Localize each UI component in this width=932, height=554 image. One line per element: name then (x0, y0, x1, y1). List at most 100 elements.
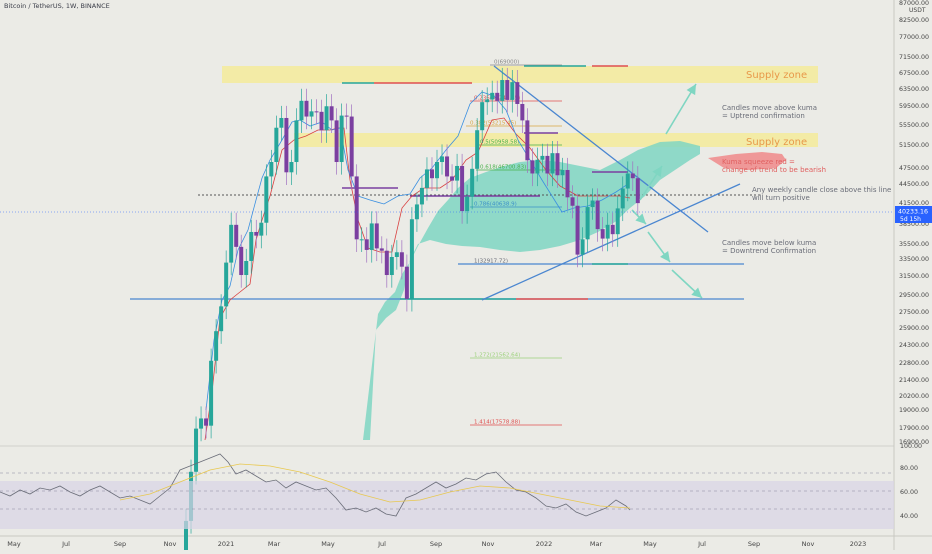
candle-body (274, 127, 279, 163)
candle-body (369, 223, 374, 250)
price-axis-tick: 87000.00 (899, 0, 929, 7)
price-axis-tick: 67500.00 (899, 70, 929, 77)
price-axis-unit: USDT (909, 7, 926, 14)
time-axis-label: Nov (802, 540, 815, 548)
candle-body (194, 428, 199, 472)
time-axis-label: Mar (268, 540, 281, 548)
candle-body (364, 239, 369, 250)
candle-body (259, 222, 264, 236)
candle-body (545, 155, 550, 174)
candle-body (575, 205, 580, 255)
time-axis-label: 2021 (218, 540, 235, 548)
candle-body (314, 111, 319, 113)
candle-body (455, 165, 460, 181)
fib-level-label: 0.618(46700.83) (480, 165, 526, 171)
price-axis-tick: 51500.00 (899, 142, 929, 149)
price-axis-tick: 17900.00 (899, 425, 929, 432)
candle-body (409, 219, 414, 299)
candle-body (329, 106, 334, 121)
price-axis-tick: 21400.00 (899, 377, 929, 384)
price-axis-tick: 31500.00 (899, 273, 929, 280)
fib-level-label: 0.5(50958.58) (480, 140, 519, 146)
candle-body (384, 250, 389, 276)
fib-level-label: 0(69000) (494, 60, 519, 66)
price-axis-tick: 63500.00 (899, 86, 929, 93)
candle-body (419, 187, 424, 205)
candle-body (199, 418, 204, 429)
candle-body (394, 252, 399, 257)
price-axis-tick: 20200.00 (899, 393, 929, 400)
candle-body (324, 106, 329, 131)
price-axis-tick: 82500.00 (899, 17, 929, 24)
annotation-uptrend-line-1: Candles move above kuma (722, 104, 818, 112)
candle-body (525, 120, 530, 161)
candle-body (465, 196, 470, 212)
candle-body (555, 153, 560, 176)
candle-body (620, 188, 625, 209)
candle-body (445, 156, 450, 177)
time-axis-label: Jul (61, 540, 70, 548)
candle-body (344, 115, 349, 117)
candle-body (249, 231, 254, 261)
candle-body (515, 82, 520, 104)
annotation-weekly-line-2: will turn positive (752, 194, 810, 202)
candle-body (495, 92, 500, 101)
candle-body (490, 92, 495, 100)
current-price-tag (895, 206, 932, 223)
price-axis-tick: 27500.00 (899, 309, 929, 316)
price-axis-tick: 19000.00 (899, 407, 929, 414)
candle-body (399, 252, 404, 267)
candle-body (600, 229, 605, 239)
candle-body (294, 120, 299, 163)
price-axis-tick: 24300.00 (899, 342, 929, 349)
candle-body (404, 266, 409, 299)
time-axis-label: Sep (748, 540, 760, 548)
time-axis-label: Nov (164, 540, 177, 548)
candle-body (264, 176, 269, 223)
time-axis-label: 2022 (536, 540, 553, 548)
time-axis-label: May (321, 540, 335, 548)
time-axis-label: Sep (430, 540, 442, 548)
candle-body (625, 173, 630, 189)
candle-body (635, 178, 640, 204)
candle-body (585, 207, 590, 240)
candle-body (254, 231, 259, 236)
candle-body (570, 197, 575, 206)
candle-body (475, 130, 480, 169)
trendline-ascending (481, 183, 741, 301)
price-axis-tick: 71500.00 (899, 54, 929, 61)
arrow-down-2-head (660, 250, 670, 262)
price-axis-tick: 33500.00 (899, 256, 929, 263)
annotation-uptrend-line-2: = Uptrend confirmation (722, 112, 805, 120)
arrow-down-1-head (635, 213, 646, 224)
candle-body (379, 248, 384, 251)
price-axis-tick: 35500.00 (899, 241, 929, 248)
candle-body (244, 260, 249, 276)
chart-header-title: Bitcoin / TetherUS, 1W, BINANCE (4, 2, 110, 10)
fib-level-label: 0.382(53215.45) (470, 121, 516, 127)
candle-body (234, 224, 239, 247)
candle-body (610, 224, 615, 235)
rsi-line (0, 453, 631, 517)
rsi-axis-tick: 100.00 (900, 443, 922, 450)
time-axis-label: Sep (114, 540, 126, 548)
candle-body (440, 156, 445, 163)
price-axis-tick: 22800.00 (899, 360, 929, 367)
price-axis-tick: 77000.00 (899, 34, 929, 41)
candle-body (530, 160, 535, 174)
time-axis-label: 2023 (850, 540, 867, 548)
candle-body (630, 173, 635, 179)
candle-body (605, 224, 610, 239)
time-axis-label: Mar (590, 540, 603, 548)
candle-body (580, 239, 585, 255)
current-price-countdown: 5d 15h (900, 216, 921, 223)
candle-body (500, 80, 505, 101)
rsi-axis-tick: 80.00 (900, 465, 918, 472)
price-axis-tick: 47500.00 (899, 165, 929, 172)
candle-body (470, 168, 475, 197)
candle-body (224, 262, 229, 307)
time-axis-label: Jul (377, 540, 386, 548)
annotation-weekly-line-1: Any weekly candle close above this line (752, 186, 892, 194)
candle-body (510, 82, 515, 100)
